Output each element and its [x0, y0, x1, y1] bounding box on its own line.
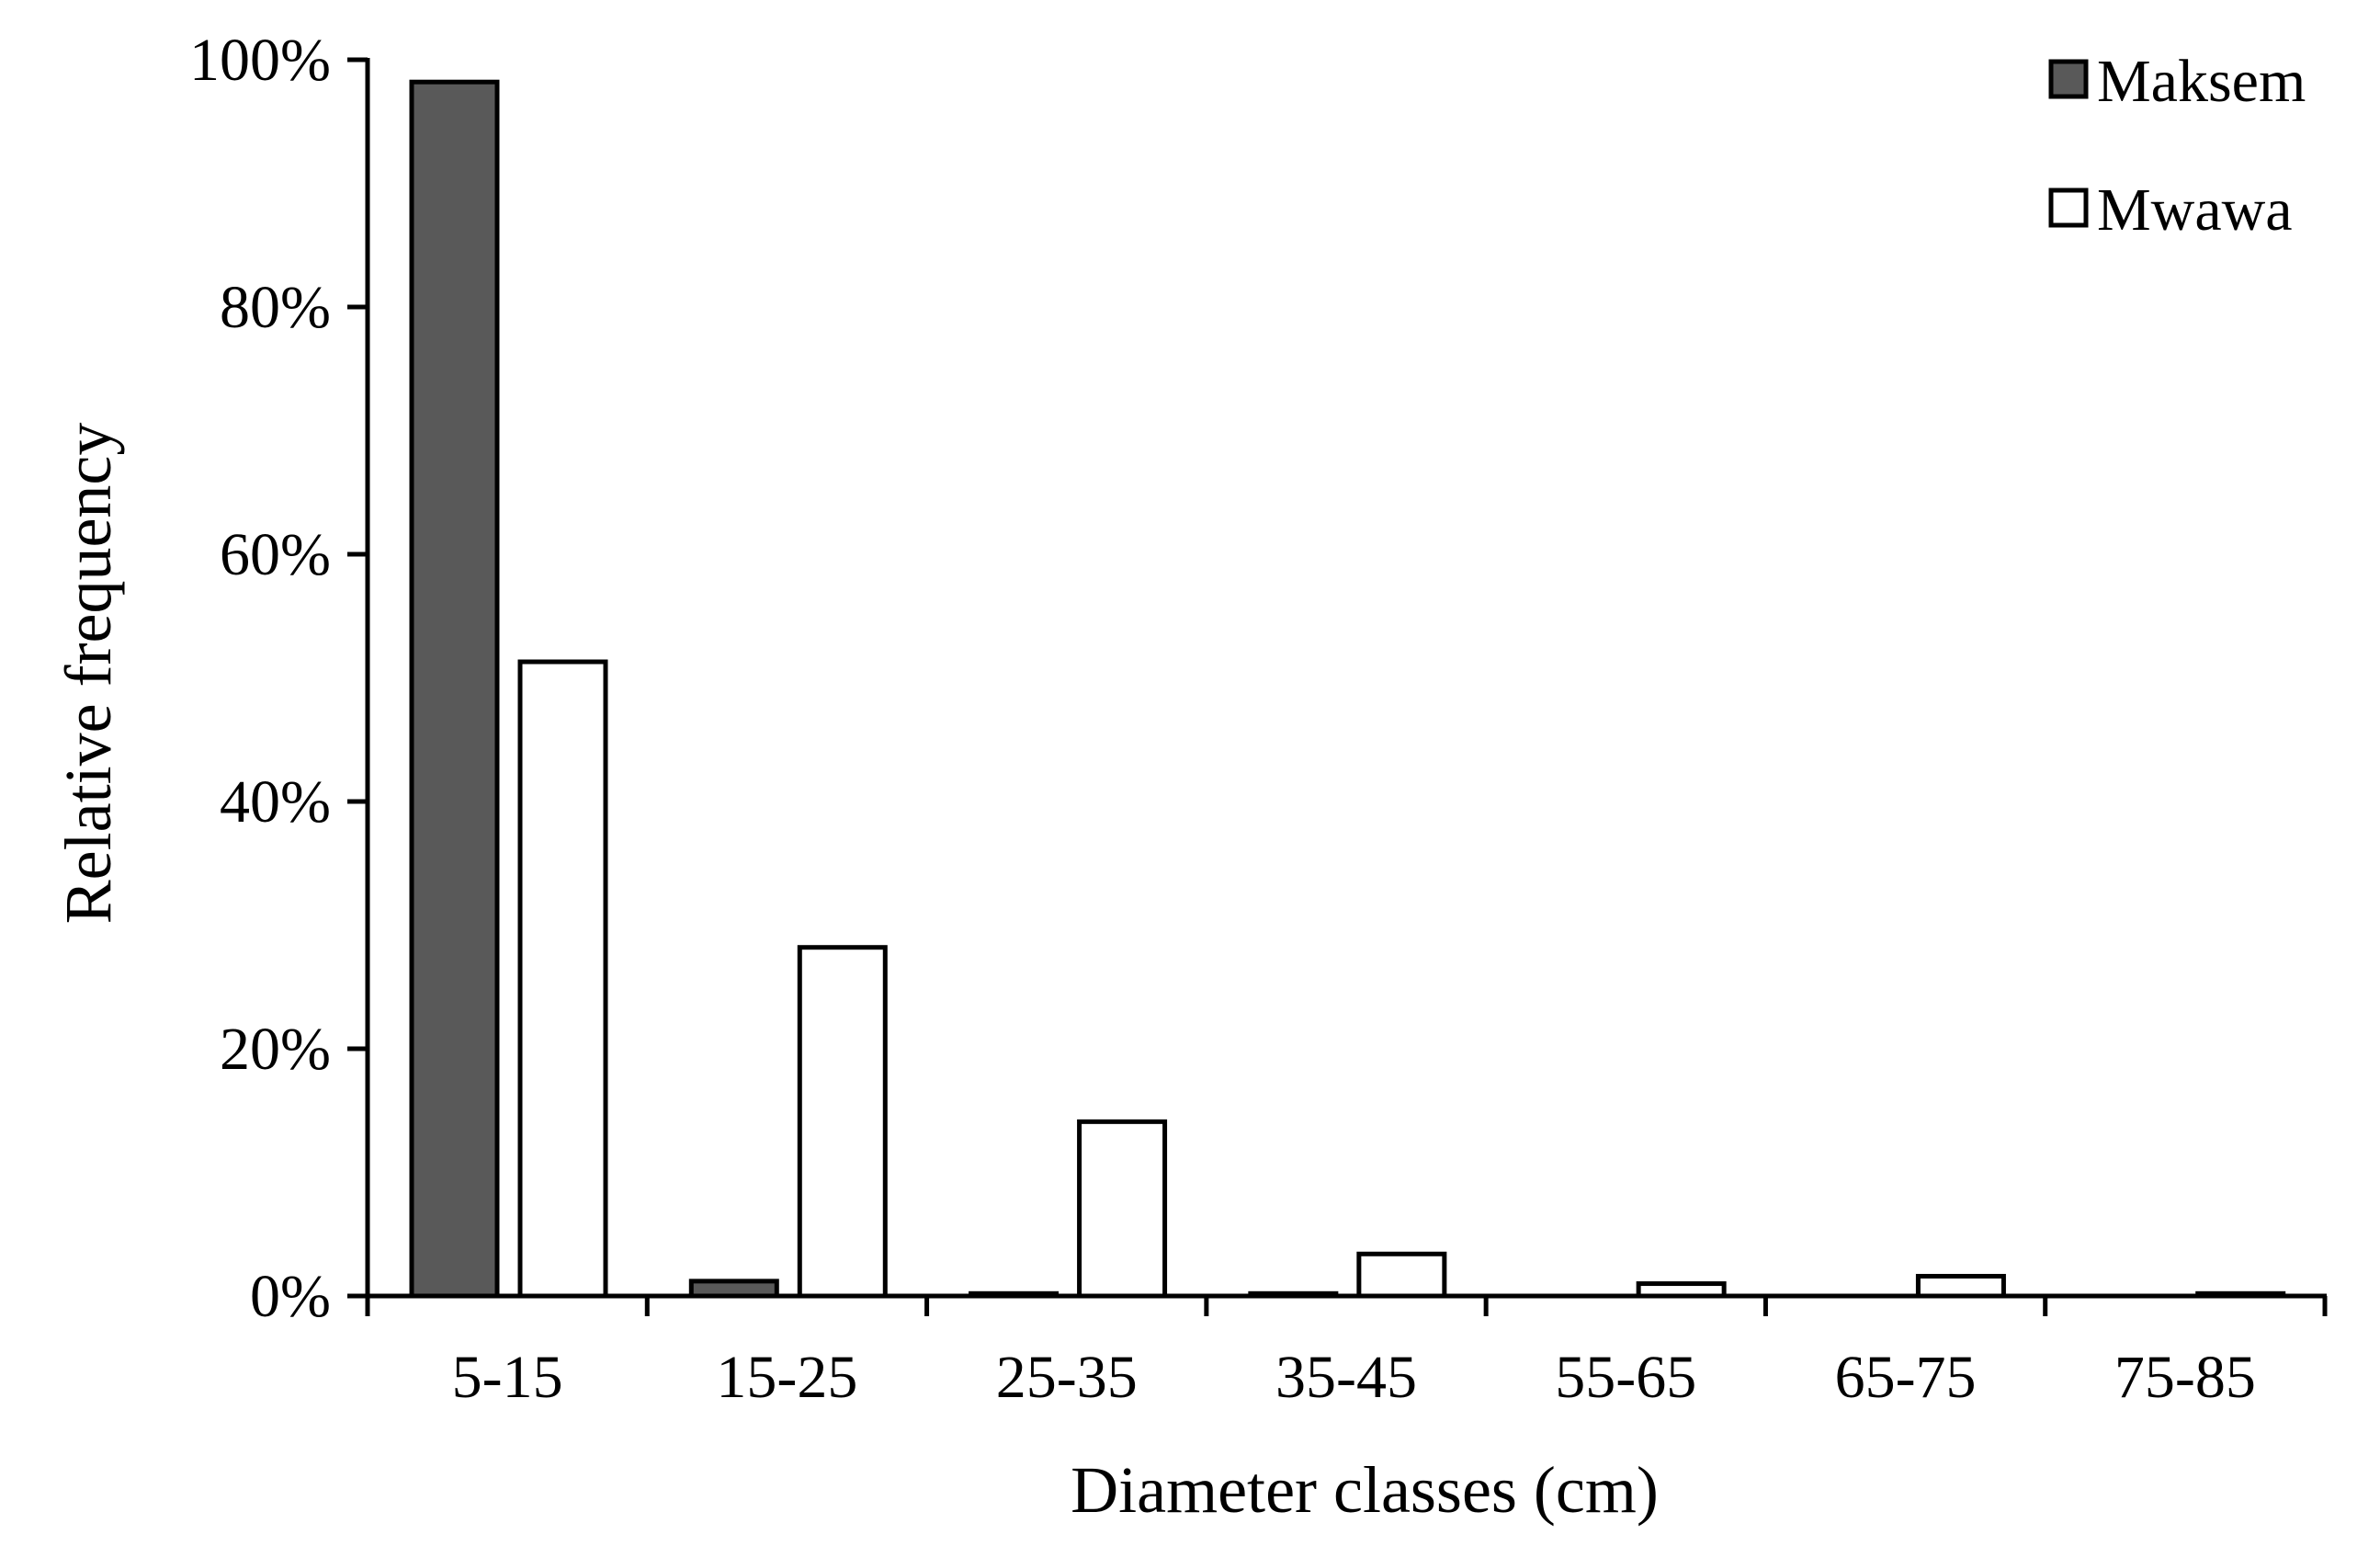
y-tick-label: 0% [250, 1263, 331, 1330]
x-tick-label: 5-15 [452, 1344, 563, 1411]
y-tick-label: 100% [189, 27, 331, 94]
x-tick-label: 15-25 [716, 1344, 857, 1411]
x-tick-label: 25-35 [996, 1344, 1138, 1411]
bar-maksem-5-15 [409, 79, 500, 1299]
legend-swatch-maksem [2048, 59, 2089, 99]
axes-layer [365, 58, 2327, 1299]
y-tick-label: 20% [220, 1016, 331, 1083]
x-tick-label: 65-75 [1835, 1344, 1977, 1411]
bar-mwawa-5-15 [517, 659, 608, 1299]
bar-mwawa-15-25 [797, 945, 888, 1299]
x-tick-label: 35-45 [1275, 1344, 1417, 1411]
y-tick-label: 60% [220, 521, 331, 588]
y-tick-label: 80% [220, 274, 331, 341]
legend: Maksem Mwawa [2048, 48, 2306, 244]
y-ticks: 0% 20% 40% 60% 80% 100% [189, 27, 368, 1330]
x-axis-title: Diameter classes (cm) [1071, 1453, 1659, 1527]
x-ticks: 5-15 15-25 25-35 35-45 55-65 65-75 75-85 [365, 1296, 2328, 1411]
bar-mwawa-35-45 [1356, 1251, 1447, 1299]
bar-mwawa-65-75 [1915, 1273, 2006, 1299]
x-tick-label: 55-65 [1555, 1344, 1696, 1411]
y-tick-label: 40% [220, 768, 331, 836]
legend-label-mwawa: Mwawa [2097, 176, 2293, 244]
y-axis-title: Relative frequency [51, 423, 125, 925]
legend-label-maksem: Maksem [2097, 48, 2306, 115]
legend-swatch-mwawa [2048, 188, 2089, 228]
bars-layer [409, 79, 2286, 1299]
x-tick-label: 75-85 [2114, 1344, 2256, 1411]
bar-mwawa-25-35 [1077, 1119, 1168, 1299]
